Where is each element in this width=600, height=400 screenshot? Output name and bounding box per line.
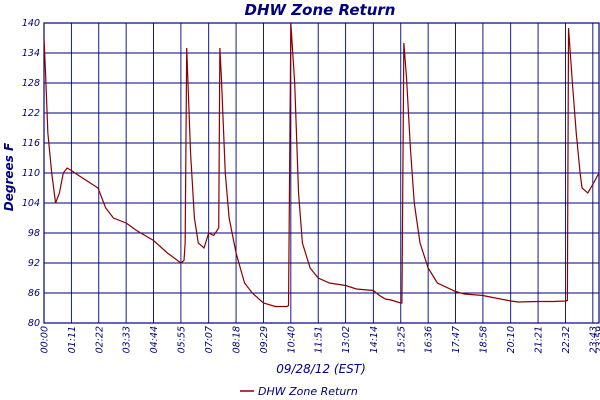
x-tick-label: 13:02: [341, 326, 352, 353]
y-tick-label: 140: [22, 18, 40, 29]
x-tick-label: 04:44: [149, 326, 160, 353]
x-tick-label: 23:43: [588, 326, 599, 353]
y-tick-label: 110: [22, 168, 40, 179]
chart-title: DHW Zone Return: [245, 1, 396, 19]
x-tick-label: 14:14: [369, 326, 380, 353]
x-tick-label: 10:40: [286, 326, 297, 353]
x-tick-label: 09:29: [259, 326, 270, 353]
x-tick-label: 18:58: [478, 326, 489, 353]
x-axis-title: 09/28/12 (EST): [276, 362, 366, 376]
y-axis-title: Degrees F: [2, 142, 16, 211]
x-tick-label: 08:18: [232, 326, 243, 353]
y-tick-label: 104: [22, 198, 40, 209]
x-tick-label: 07:07: [204, 326, 215, 353]
y-tick-label: 134: [22, 48, 40, 59]
x-tick-label: 20:10: [506, 326, 517, 353]
x-tick-label: 05:55: [176, 326, 187, 353]
y-tick-label: 116: [22, 138, 40, 149]
legend-label: DHW Zone Return: [258, 385, 358, 398]
x-tick-label: 01:11: [67, 326, 78, 353]
x-tick-label: 00:00: [40, 326, 51, 353]
x-tick-label: 11:51: [314, 326, 325, 353]
x-tick-label: 03:33: [122, 326, 133, 353]
y-axis-ticks: 80 86 92 98 104 110 116 122 128 134 140: [22, 18, 40, 329]
x-axis-ticks: 00:00 01:11 02:22 03:33 04:44 05:55 07:07 08:18…: [40, 326, 600, 353]
series-line-dhw-zone-return: [43, 22, 600, 308]
x-tick-label: 23:59: [595, 326, 600, 353]
x-tick-label: 16:36: [424, 326, 435, 353]
x-tick-label: 21:21: [534, 326, 545, 353]
y-tick-label: 80: [28, 318, 40, 329]
x-tick-label: 02:22: [94, 326, 105, 353]
x-tick-label: 22:32: [561, 326, 572, 353]
y-tick-label: 92: [28, 258, 40, 269]
y-tick-label: 128: [22, 78, 40, 89]
x-tick-label: 15:25: [396, 326, 407, 353]
y-tick-label: 122: [22, 108, 40, 119]
y-tick-label: 86: [28, 288, 40, 299]
grid: [43, 22, 600, 324]
y-tick-label: 98: [28, 228, 40, 239]
x-tick-label: 17:47: [451, 326, 462, 353]
legend: DHW Zone Return: [240, 385, 358, 398]
